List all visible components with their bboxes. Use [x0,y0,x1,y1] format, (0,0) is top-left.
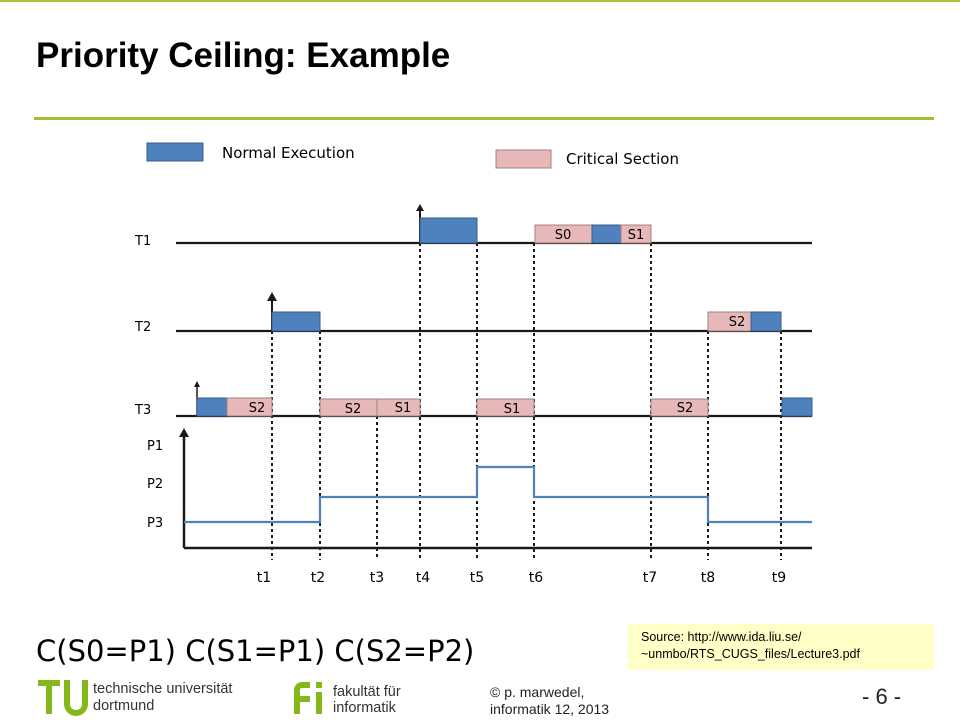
t3-critical-s2-a [226,397,273,417]
t2-normal-block-1 [271,311,321,332]
source-line-1: Source: http://www.ida.liu.se/ [641,630,802,644]
time-label-t3: t3 [370,570,384,586]
t3-normal-block-2 [781,397,813,417]
author-line-1: © p. marwedel, [490,684,585,700]
release-arrowhead-t3 [194,381,200,387]
t1-normal-block-1 [419,217,478,244]
time-label-t1: t1 [257,570,271,586]
legend-normal-label: Normal Execution [222,144,355,162]
author-line-2: informatik 12, 2013 [490,701,610,717]
t3-critical-s2-c [650,398,709,417]
faculty-name: fakultät für informatik [333,684,401,716]
title-rule [34,117,934,120]
faculty-name-line-1: fakultät für [333,684,401,700]
fi-logo-icon [294,682,322,714]
top-accent-line [0,0,960,2]
faculty-name-line-2: informatik [333,700,396,716]
tu-name-line-2: dortmund [93,698,155,714]
source-line-2: ~unmbo/RTS_CUGS_files/Lecture3.pdf [641,647,860,661]
t1-normal-block-2 [591,224,622,244]
legend-critical-label: Critical Section [566,150,679,168]
time-label-t2: t2 [311,570,325,586]
t3-priority-step-line [184,465,812,524]
tu-name: technische universität dortmund [93,681,232,715]
t1-s0-label: S0 [555,228,572,243]
priority-label-p3: P3 [147,516,163,531]
t3-critical-s1-a [376,398,421,417]
tu-logo-icon [38,680,88,716]
task-label-t1: T1 [134,234,151,249]
t3-s1-label-a: S1 [395,401,412,416]
priority-label-p1: P1 [147,439,163,454]
t3-s1-label-b: S1 [504,402,521,417]
release-arrowhead-t1 [416,204,424,211]
priority-y-arrowhead [179,428,189,437]
t2-s2-label: S2 [729,315,746,330]
t3-normal-block-1 [196,397,228,417]
t2-normal-block-2 [750,311,782,332]
t3-s2-label-a: S2 [249,401,266,416]
time-label-t7: t7 [643,570,657,586]
tu-name-line-1: technische universität [93,681,233,697]
author-credit: © p. marwedel, informatik 12, 2013 [490,684,609,718]
ceiling-definitions: C(S0=P1) C(S1=P1) C(S2=P2) [36,634,475,668]
time-label-t4: t4 [416,570,430,586]
release-arrowhead-t2 [267,292,277,301]
time-label-t5: t5 [470,570,484,586]
t3-s2-label-b: S2 [345,402,362,417]
t1-s1-label: S1 [628,228,645,243]
page-number: - 6 - [862,684,902,709]
t1-critical-s1 [620,224,652,244]
t3-critical-s1-b [476,398,535,417]
legend-critical-swatch [495,149,552,169]
source-box: Source: http://www.ida.liu.se/ ~unmbo/RT… [628,624,934,670]
time-label-t8: t8 [701,570,715,586]
time-label-t9: t9 [772,570,786,586]
slide-title: Priority Ceiling: Example [36,36,451,75]
t3-s2-label-c: S2 [677,401,694,416]
task-label-t2: T2 [134,320,151,335]
time-label-t6: t6 [529,570,543,586]
legend-normal-swatch [146,142,204,162]
priority-label-p2: P2 [147,477,163,492]
task-label-t3: T3 [134,403,151,418]
